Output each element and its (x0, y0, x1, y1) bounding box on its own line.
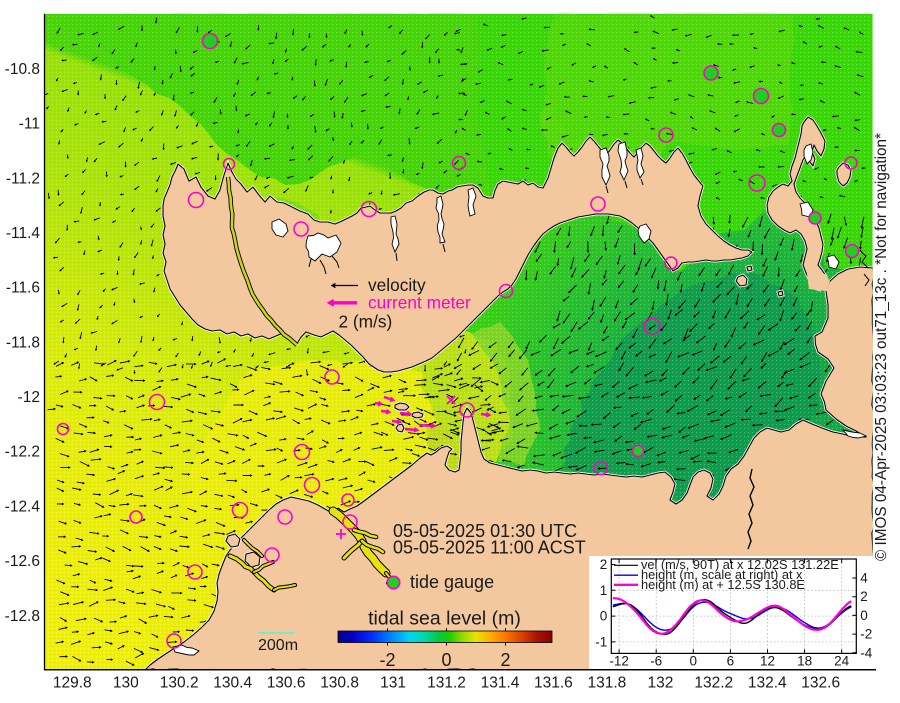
svg-text:200m: 200m (258, 637, 298, 654)
svg-text:-4: -4 (860, 645, 872, 660)
svg-text:130.4: 130.4 (213, 675, 252, 692)
svg-text:-12.8: -12.8 (5, 608, 40, 625)
svg-text:-12.2: -12.2 (5, 444, 40, 461)
svg-text:131.6: 131.6 (534, 675, 573, 692)
svg-text:131.4: 131.4 (481, 675, 520, 692)
svg-text:vel (m/s, 90T) at x 12.02S 131: vel (m/s, 90T) at x 12.02S 131.22E (641, 557, 839, 572)
svg-text:-12: -12 (609, 654, 629, 669)
svg-text:-12.6: -12.6 (5, 553, 40, 570)
svg-text:0: 0 (860, 608, 868, 623)
svg-text:2: 2 (600, 557, 608, 572)
svg-text:05-05-2025 11:00 ACST: 05-05-2025 11:00 ACST (393, 538, 586, 558)
svg-text:18: 18 (797, 654, 812, 669)
svg-text:-11.6: -11.6 (6, 280, 40, 297)
svg-text:24: 24 (834, 654, 850, 669)
svg-text:12: 12 (760, 654, 775, 669)
svg-text:height (m, scale at right) at: height (m, scale at right) at x (641, 567, 803, 582)
svg-text:132.6: 132.6 (801, 675, 840, 692)
svg-text:tidal sea level (m): tidal sea level (m) (368, 608, 521, 630)
svg-text:-2: -2 (860, 627, 872, 642)
svg-text:1: 1 (600, 583, 608, 598)
svg-text:0: 0 (441, 650, 451, 670)
svg-text:131.8: 131.8 (588, 675, 627, 692)
svg-text:4: 4 (860, 571, 868, 586)
svg-text:© IMOS 04-Apr-2025 03:03:23 ou: © IMOS 04-Apr-2025 03:03:23 out71_13c . … (873, 133, 890, 561)
svg-text:-2: -2 (379, 650, 395, 670)
svg-text:tide gauge: tide gauge (410, 572, 494, 592)
svg-text:current meter: current meter (368, 293, 471, 313)
svg-text:6: 6 (727, 654, 735, 669)
svg-text:132.4: 132.4 (748, 675, 787, 692)
svg-text:-1: -1 (595, 634, 607, 649)
svg-text:132: 132 (647, 675, 673, 692)
svg-text:2 (m/s): 2 (m/s) (339, 312, 393, 332)
svg-text:05-05-2025 01:30 UTC: 05-05-2025 01:30 UTC (393, 521, 577, 541)
svg-text:-11.2: -11.2 (6, 170, 40, 187)
svg-text:2: 2 (500, 650, 510, 670)
svg-text:130.2: 130.2 (160, 675, 199, 692)
svg-text:0: 0 (600, 609, 608, 624)
svg-text:-12: -12 (18, 389, 40, 406)
svg-text:-10.8: -10.8 (5, 61, 40, 78)
svg-text:2: 2 (860, 589, 868, 604)
svg-text:0: 0 (690, 654, 698, 669)
svg-text:-11.8: -11.8 (6, 334, 40, 351)
svg-text:-6: -6 (650, 654, 662, 669)
svg-text:129.8: 129.8 (53, 675, 92, 692)
svg-text:-11.4: -11.4 (6, 225, 41, 242)
svg-text:130: 130 (113, 675, 139, 692)
svg-text:-12.4: -12.4 (5, 498, 41, 515)
svg-text:130.6: 130.6 (267, 675, 306, 692)
svg-text:-11: -11 (19, 116, 40, 133)
svg-text:height (m) at + 12.5S 130.8E: height (m) at + 12.5S 130.8E (641, 577, 805, 592)
svg-text:131: 131 (380, 675, 406, 692)
svg-text:130.8: 130.8 (320, 675, 359, 692)
svg-text:velocity: velocity (368, 275, 426, 295)
svg-text:132.2: 132.2 (694, 675, 733, 692)
svg-text:131.2: 131.2 (427, 675, 466, 692)
